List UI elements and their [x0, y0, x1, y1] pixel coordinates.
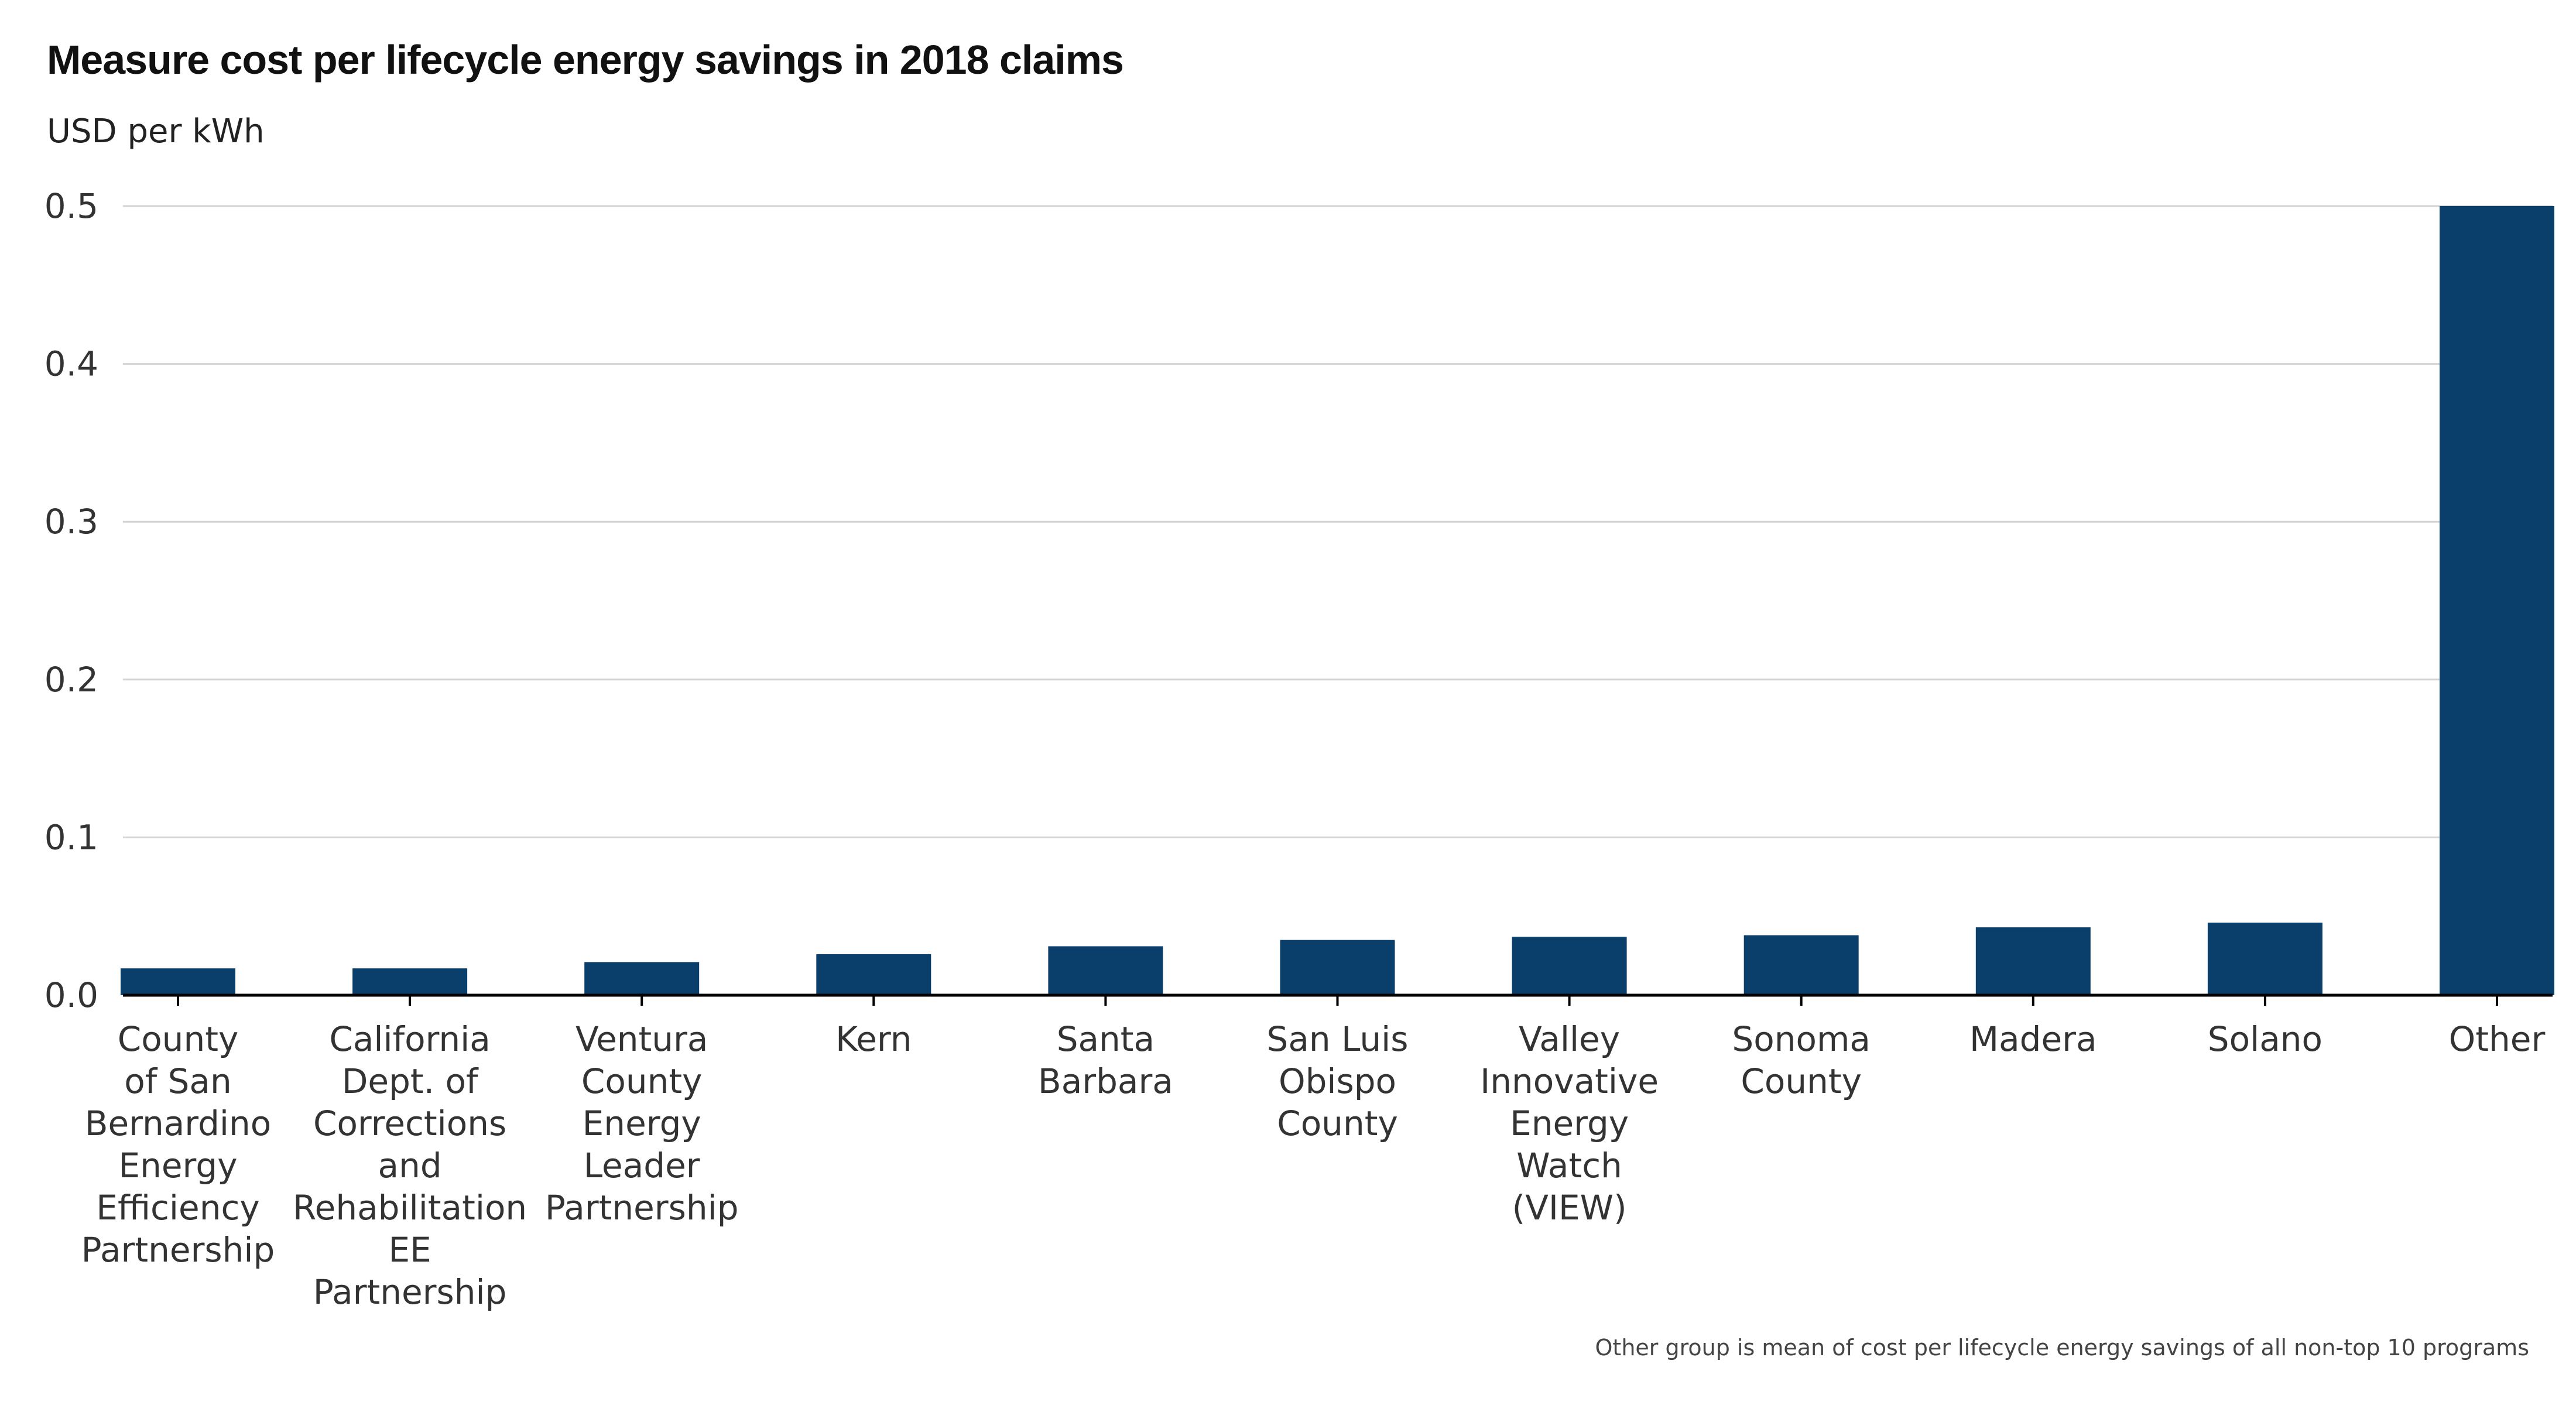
y-tick-label: 0.2	[44, 660, 98, 700]
x-category-label-line: (VIEW)	[1512, 1188, 1627, 1228]
bar	[352, 968, 468, 995]
x-category-label: San Luis Obispo County	[1267, 1019, 1409, 1143]
x-category-label: Madera	[1969, 1019, 2097, 1059]
bars	[121, 206, 2554, 995]
x-category-label-line: Other	[2449, 1019, 2546, 1059]
x-category-label: Sonoma County	[1732, 1019, 1871, 1101]
footnote: Other group is mean of cost per lifecycl…	[1595, 1335, 2529, 1361]
x-category-label-line: Energy	[118, 1146, 237, 1185]
bar	[1743, 935, 1859, 995]
x-category-label-line: Leader	[584, 1146, 700, 1185]
x-category-label-line: Efficiency	[96, 1188, 259, 1228]
x-category-label-line: California	[329, 1019, 490, 1059]
x-category-label-line: County	[581, 1061, 703, 1101]
x-category-label-line: Partnership	[81, 1230, 275, 1270]
x-category-label-line: EE	[388, 1230, 431, 1270]
x-category-label-line: County	[1277, 1104, 1398, 1143]
x-category-label-line: Energy	[1510, 1104, 1629, 1143]
bar	[816, 954, 931, 995]
x-category-label-line: Sonoma	[1732, 1019, 1871, 1059]
x-category-label-line: Partnership	[545, 1188, 739, 1228]
x-category-label-line: Innovative	[1480, 1061, 1659, 1101]
x-category-label-line: Santa	[1057, 1019, 1155, 1059]
x-category-label-line: and	[378, 1146, 442, 1185]
x-category-label: Ventura County Energy Leader Partnership	[545, 1019, 739, 1228]
y-tick-label: 0.4	[44, 344, 98, 384]
y-axis-unit-label: USD per kWh	[47, 112, 265, 150]
x-axis	[123, 993, 2553, 1006]
y-tick-label: 0.3	[44, 502, 98, 542]
x-category-label: California Dept. of Corrections and Rehabili…	[293, 1019, 527, 1312]
x-category-label-line: Energy	[583, 1104, 701, 1143]
x-category-label: Valley Innovative Energy Watch (VIEW)	[1480, 1019, 1659, 1228]
x-category-label-line: of San	[124, 1061, 231, 1101]
x-category-label-line: County	[118, 1019, 239, 1059]
gridlines	[123, 205, 2553, 838]
bar	[584, 962, 700, 995]
x-category-label: Other	[2449, 1019, 2546, 1059]
x-category-label-line: Madera	[1969, 1019, 2097, 1059]
bar	[2440, 206, 2554, 995]
x-category-label-line: Bernardino	[85, 1104, 272, 1143]
bar	[121, 968, 235, 995]
x-category-label-line: Watch	[1516, 1146, 1622, 1185]
y-tick-label: 0.5	[44, 186, 98, 226]
x-category-label-line: Corrections	[313, 1104, 506, 1143]
bar	[1512, 937, 1627, 995]
bar	[1280, 940, 1395, 995]
x-category-label-line: Barbara	[1038, 1061, 1173, 1101]
x-category-label-line: Valley	[1519, 1019, 1620, 1059]
x-category-label: Kern	[835, 1019, 912, 1059]
chart-title: Measure cost per lifecycle energy saving…	[47, 37, 1124, 83]
x-category-label-line: Dept. of	[342, 1061, 479, 1101]
x-category-label: County of San Bernardino Energy Efficiency Pa…	[81, 1019, 275, 1270]
x-category-label-line: Partnership	[313, 1272, 507, 1312]
x-category-label-line: County	[1741, 1061, 1862, 1101]
x-category-label: Solano	[2208, 1019, 2322, 1059]
x-category-label-line: Solano	[2208, 1019, 2322, 1059]
x-category-label-line: Obispo	[1279, 1061, 1396, 1101]
bar	[2207, 922, 2322, 995]
x-category-label-line: San Luis	[1267, 1019, 1409, 1059]
x-category-labels: County of San Bernardino Energy Efficiency Pa…	[81, 1019, 2546, 1312]
x-category-label-line: Kern	[835, 1019, 912, 1059]
x-category-label-line: Ventura	[576, 1019, 708, 1059]
bar	[1975, 927, 2091, 995]
y-tick-labels: 0.0 0.1 0.2 0.3 0.4 0.5	[44, 186, 98, 1015]
y-tick-label: 0.1	[44, 817, 98, 857]
bar	[1048, 946, 1163, 995]
x-category-label-line: Rehabilitation	[293, 1188, 527, 1228]
x-category-label: Santa Barbara	[1038, 1019, 1173, 1101]
y-tick-label: 0.0	[44, 975, 98, 1015]
